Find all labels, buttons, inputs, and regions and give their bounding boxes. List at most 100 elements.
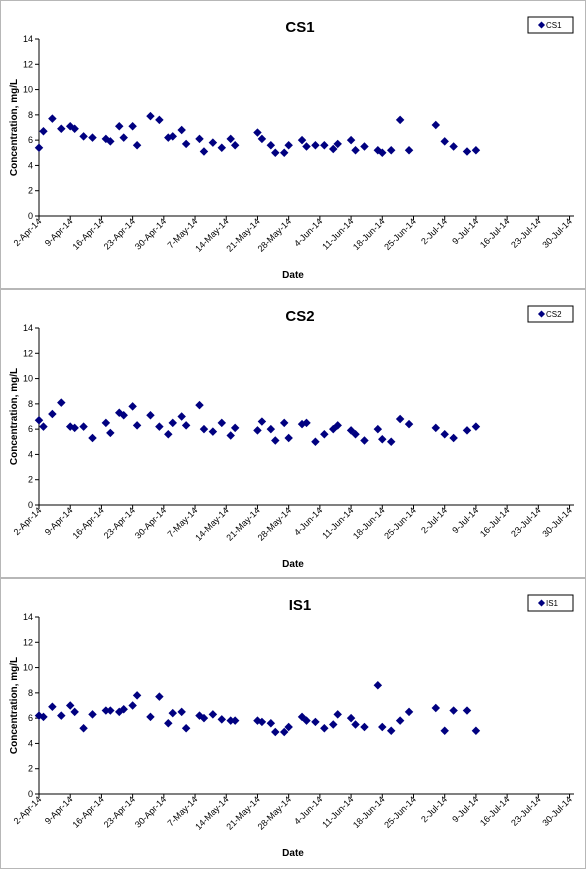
- x-axis-title: Date: [282, 559, 304, 570]
- is1-data-point: [181, 724, 191, 733]
- cs1-data-point: [395, 115, 405, 125]
- is1-data-point: [311, 717, 320, 727]
- x-tick-label: 9-Jul-14: [450, 794, 480, 824]
- x-tick-label: 30-Jul-14: [540, 216, 574, 250]
- cs2-data-point: [257, 417, 267, 426]
- x-tick-label: 23-Apr-14: [102, 794, 137, 829]
- y-tick-label: 2: [28, 764, 33, 774]
- chart-panel-cs2: CS2 0 2 4 6 8 10 12 14 2-Apr-14 9-Apr-14 16-Apr-14 2…: [0, 289, 586, 578]
- cs1-data-point: [132, 140, 142, 150]
- is1-data-point: [360, 722, 369, 732]
- is1-data-point: [471, 726, 481, 736]
- cs2-data-point: [302, 418, 311, 428]
- cs1-data-point: [266, 140, 276, 150]
- cs1-data-point: [70, 124, 79, 134]
- cs2-data-point: [164, 429, 173, 439]
- cs2-data-point: [48, 409, 57, 419]
- cs2-data-point: [39, 422, 48, 431]
- is1-data-point: [431, 703, 441, 713]
- legend: CS2: [527, 305, 574, 323]
- y-tick-label: 4: [28, 160, 33, 170]
- x-tick-label: 2-Apr-14: [12, 505, 44, 537]
- is1-data-point: [266, 718, 276, 728]
- cs1-data-point: [34, 143, 44, 152]
- x-tick-label: 18-Jun-14: [351, 794, 387, 830]
- cs1-data-point: [257, 134, 267, 144]
- x-tick-label: 9-Apr-14: [43, 505, 75, 537]
- x-tick-label: 11-Jun-14: [320, 505, 355, 540]
- cs2-data-point: [177, 412, 186, 421]
- is1-data-point: [271, 727, 280, 737]
- x-tick-label: 23-Jul-14: [509, 216, 543, 250]
- cs2-data-point: [253, 426, 262, 435]
- x-tick-label: 18-Jun-14: [351, 505, 387, 541]
- x-tick-label: 28-May-14: [256, 794, 293, 831]
- cs1-data-point: [79, 132, 88, 141]
- cs2-data-point: [386, 437, 396, 447]
- cs1-data-point: [48, 114, 57, 123]
- is1-data-point: [168, 708, 177, 718]
- cs2-data-point: [320, 429, 329, 439]
- is1-data-point: [65, 701, 75, 710]
- y-tick-label: 10: [23, 85, 33, 95]
- is1-data-point: [155, 692, 164, 701]
- is1-data-point: [230, 716, 240, 725]
- cs2-data-point: [119, 410, 128, 420]
- is1-data-point: [199, 713, 209, 723]
- x-tick-label: 4-Jun-14: [292, 794, 324, 826]
- chart-title: IS1: [289, 597, 312, 614]
- x-tick-label: 4-Jun-14: [292, 505, 324, 537]
- legend-marker: [537, 310, 546, 318]
- cs1-data-point: [39, 127, 48, 136]
- y-tick-label: 0: [28, 211, 33, 221]
- cs2-data-point: [79, 422, 88, 431]
- cs1-data-point: [226, 134, 235, 144]
- cs2-data-point: [217, 418, 227, 428]
- cs1-data-point: [329, 144, 338, 154]
- cs2-data-point: [440, 429, 449, 439]
- is1-data-point: [88, 710, 97, 719]
- x-tick-label: 18-Jun-14: [351, 216, 387, 252]
- is1-data-point: [177, 707, 186, 717]
- cs1-data-point: [208, 138, 218, 147]
- y-tick-label: 0: [28, 789, 33, 799]
- cs1-data-point: [106, 137, 115, 146]
- x-tick-label: 9-Apr-14: [43, 216, 75, 248]
- legend-marker: [537, 21, 546, 29]
- y-tick-label: 12: [23, 637, 33, 647]
- cs2-data-point: [168, 418, 177, 428]
- cs1-data-point: [302, 142, 311, 151]
- y-tick-label: 2: [28, 475, 33, 485]
- y-tick-label: 10: [23, 374, 33, 384]
- cs2-data-point: [106, 428, 115, 438]
- legend: IS1: [527, 594, 574, 612]
- is1-data-point: [279, 727, 289, 737]
- cs2-data-point: [195, 400, 204, 410]
- y-axis-title: Concentration, mg/L: [9, 657, 20, 754]
- y-axis-title: Concentration, mg/L: [9, 79, 20, 176]
- is1-data-point: [57, 711, 66, 720]
- x-tick-label: 2-Jul-14: [419, 216, 449, 246]
- cs1-data-point: [284, 140, 293, 150]
- cs2-data-point: [208, 427, 218, 436]
- cs2-data-point: [311, 437, 320, 447]
- is1-data-point: [378, 722, 387, 732]
- cs1-data-point: [462, 147, 472, 156]
- x-tick-label: 4-Jun-14: [292, 216, 324, 248]
- cs2-data-point: [431, 423, 441, 433]
- chart-title: CS2: [285, 308, 314, 325]
- cs1-data-point: [404, 146, 414, 155]
- x-tick-label: 11-Jun-14: [320, 794, 355, 829]
- cs1-data-point: [311, 140, 320, 150]
- cs1-data-point: [155, 115, 164, 125]
- is1-data-point: [257, 717, 267, 727]
- x-tick-label: 16-Apr-14: [70, 794, 105, 829]
- cs1-data-point: [195, 134, 204, 144]
- cs2-data-point: [395, 414, 405, 424]
- cs2-data-point: [266, 424, 276, 434]
- x-tick-label: 2-Jul-14: [419, 505, 449, 535]
- cs1-data-point: [440, 137, 449, 146]
- x-tick-label: 2-Apr-14: [12, 216, 44, 248]
- cs1-data-point: [431, 120, 441, 130]
